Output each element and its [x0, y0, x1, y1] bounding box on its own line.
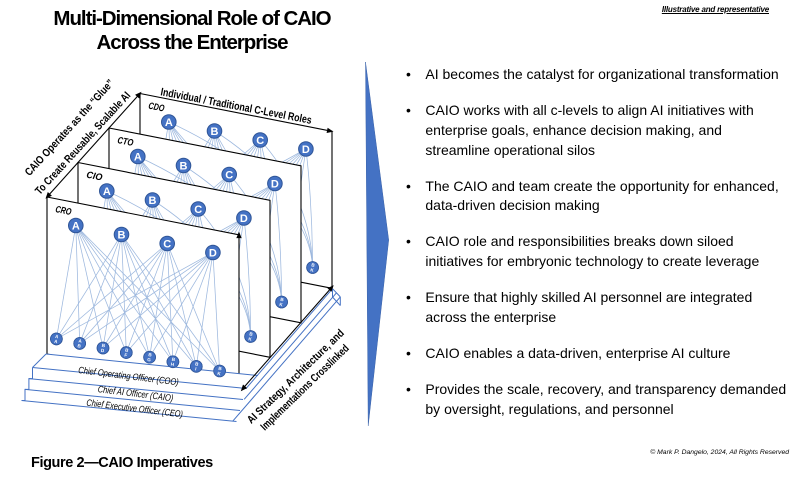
- svg-text:CTO: CTO: [116, 135, 134, 149]
- svg-text:B: B: [311, 262, 316, 268]
- svg-text:B: B: [101, 343, 106, 349]
- svg-text:G: G: [147, 357, 152, 363]
- svg-text:D: D: [271, 178, 279, 190]
- svg-text:C: C: [163, 238, 171, 250]
- svg-text:B: B: [118, 229, 126, 241]
- svg-text:B: B: [77, 343, 82, 349]
- svg-text:Implementations Crosslinked: Implementations Crosslinked: [259, 343, 352, 434]
- svg-text:A: A: [54, 339, 59, 345]
- svg-text:F: F: [124, 352, 128, 357]
- svg-text:D: D: [302, 144, 310, 156]
- svg-text:B: B: [249, 331, 254, 337]
- svg-text:B: B: [211, 126, 219, 138]
- svg-text:B: B: [218, 366, 223, 372]
- svg-text:C: C: [256, 135, 264, 147]
- svg-text:CIO: CIO: [85, 170, 103, 184]
- svg-text:D: D: [209, 247, 217, 259]
- svg-text:B: B: [280, 297, 285, 303]
- svg-text:H: H: [170, 362, 175, 368]
- svg-text:A: A: [165, 117, 173, 129]
- svg-text:B: B: [125, 347, 130, 353]
- svg-text:CRO: CRO: [54, 204, 72, 218]
- svg-text:K: K: [217, 371, 222, 377]
- svg-text:C: C: [225, 169, 233, 181]
- svg-text:CDO: CDO: [147, 101, 165, 115]
- svg-text:A: A: [103, 186, 111, 198]
- svg-text:A: A: [72, 220, 80, 232]
- svg-text:B: B: [148, 352, 153, 358]
- svg-text:A: A: [55, 334, 60, 340]
- svg-text:B: B: [149, 195, 157, 207]
- svg-text:K: K: [279, 302, 284, 308]
- svg-text:I: I: [195, 366, 197, 371]
- svg-text:K: K: [248, 336, 253, 342]
- svg-text:A: A: [78, 338, 83, 344]
- svg-text:D: D: [240, 213, 248, 225]
- svg-text:B: B: [195, 361, 200, 367]
- svg-text:K: K: [310, 267, 315, 273]
- svg-text:B: B: [171, 357, 176, 363]
- svg-text:C: C: [194, 204, 202, 216]
- svg-text:A: A: [134, 151, 142, 163]
- svg-text:B: B: [180, 160, 188, 172]
- svg-text:D: D: [100, 348, 105, 354]
